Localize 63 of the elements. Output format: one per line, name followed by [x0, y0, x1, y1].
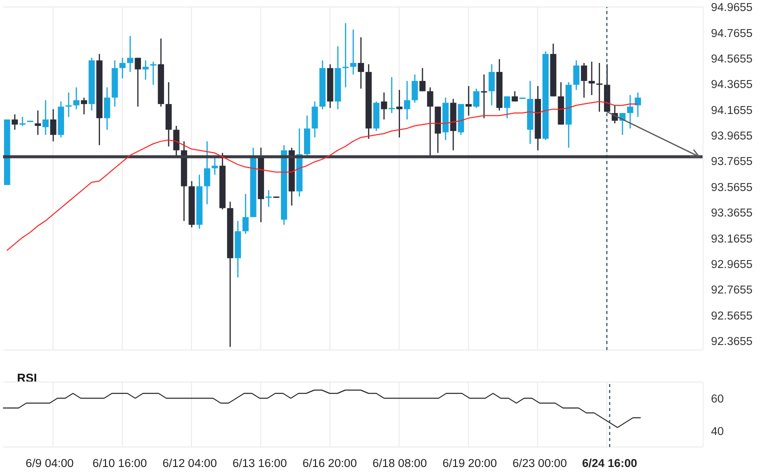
candlestick — [34, 110, 41, 136]
candlestick — [380, 92, 388, 120]
candlestick — [150, 61, 156, 86]
candlestick — [119, 57, 126, 79]
candlestick — [573, 60, 580, 91]
candlestick — [396, 89, 402, 138]
candlestick — [504, 96, 510, 119]
x-tick-label: 6/13 16:00 — [232, 458, 287, 470]
candlestick — [73, 86, 80, 110]
y-tick-label: 93.1655 — [711, 233, 753, 246]
candlestick — [404, 80, 410, 120]
candlestick — [419, 67, 426, 92]
candlestick — [80, 97, 88, 115]
x-tick-label: 6/12 04:00 — [162, 458, 217, 470]
y-tick-label: 92.3655 — [711, 336, 753, 348]
candlestick — [350, 28, 356, 76]
candlestick — [473, 88, 480, 109]
candlestick — [412, 74, 418, 104]
y-tick-label: 92.5655 — [711, 310, 753, 322]
candlestick — [127, 35, 134, 73]
candlestick — [580, 62, 588, 98]
candlestick — [204, 140, 210, 205]
candlestick — [104, 86, 110, 130]
x-tick-label: 6/9 04:00 — [26, 458, 74, 470]
y-tick-label: 60 — [711, 393, 724, 406]
candlestick — [358, 36, 364, 90]
y-tick-label: 93.5655 — [711, 182, 753, 194]
x-tick-label: 6/10 16:00 — [92, 458, 147, 470]
x-tick-label: 6/24 16:00 — [582, 458, 638, 470]
x-tick-label: 6/16 20:00 — [302, 458, 357, 470]
candlestick — [42, 100, 49, 136]
candlestick — [212, 156, 218, 176]
candlestick — [312, 100, 318, 138]
x-tick-label: 6/23 00:00 — [512, 458, 567, 470]
candlestick — [627, 94, 634, 130]
candlestick — [466, 85, 472, 116]
candlestick — [50, 108, 56, 142]
candlestick — [266, 190, 272, 208]
y-tick-label: 93.9655 — [711, 130, 753, 143]
x-tick-label: 6/19 20:00 — [442, 458, 497, 470]
candlestick — [480, 74, 488, 119]
candlestick — [588, 61, 595, 96]
y-tick-label: 40 — [711, 426, 724, 438]
y-tick-label: 92.7655 — [711, 284, 753, 297]
y-tick-label: 94.7655 — [711, 28, 753, 40]
candlestick — [134, 57, 141, 108]
candlestick — [142, 60, 149, 80]
candlestick — [596, 62, 602, 112]
candlestick — [488, 64, 495, 106]
candlestick — [427, 86, 434, 156]
candlestick — [12, 114, 18, 130]
candlestick — [634, 92, 641, 118]
candlestick — [512, 90, 518, 102]
y-tick-label: 94.3655 — [711, 79, 753, 92]
x-tick-label: 6/18 08:00 — [372, 458, 427, 470]
y-tick-label: 93.3655 — [711, 208, 753, 220]
y-tick-label: 94.1655 — [711, 104, 753, 117]
candlestick — [242, 193, 249, 234]
line-series — [2, 390, 642, 428]
y-tick-label: 94.9655 — [711, 2, 753, 14]
y-tick-label: 93.7655 — [711, 156, 753, 168]
y-tick-label: 92.9655 — [711, 259, 753, 272]
y-tick-label: 94.5655 — [711, 53, 753, 66]
